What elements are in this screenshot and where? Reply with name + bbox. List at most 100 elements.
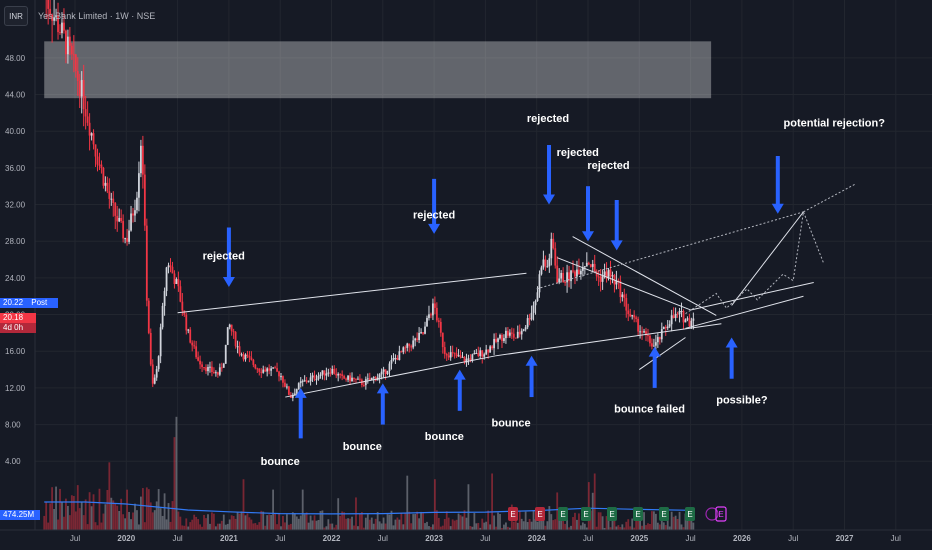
- volume-bar: [451, 519, 454, 530]
- candle-body: [145, 225, 148, 301]
- volume-bar: [345, 518, 348, 530]
- candle-body: [459, 355, 462, 358]
- candle-body: [546, 266, 549, 268]
- candle-body: [688, 318, 691, 327]
- annotation-label: bounce failed: [614, 404, 685, 416]
- candle-body: [321, 370, 324, 375]
- candle-body: [82, 79, 85, 110]
- volume-bar: [597, 512, 600, 530]
- candle-body: [457, 355, 460, 357]
- earnings-badge[interactable]: E: [535, 507, 545, 521]
- candle-body: [670, 315, 673, 325]
- candle-body: [72, 54, 75, 56]
- arrow-head: [725, 337, 738, 348]
- volume-bar: [116, 505, 119, 530]
- dividend-badge[interactable]: E: [705, 506, 727, 522]
- arrow-head: [525, 355, 538, 366]
- volume-bar: [287, 524, 290, 530]
- candle-body: [684, 319, 687, 323]
- volume-bar: [627, 519, 630, 530]
- x-tick-label: 2021: [220, 534, 238, 543]
- candle-body: [447, 355, 450, 358]
- candle-body: [297, 383, 300, 390]
- volume-bar: [536, 521, 539, 530]
- candle-body: [416, 338, 419, 340]
- candle-body: [449, 352, 452, 358]
- volume-bar: [236, 511, 239, 530]
- volume-bar: [291, 512, 294, 530]
- volume-bar: [477, 522, 480, 530]
- annotation-label: rejected: [527, 113, 569, 125]
- earnings-badge[interactable]: E: [508, 507, 518, 521]
- volume-bar: [214, 526, 217, 530]
- earnings-badge[interactable]: E: [558, 507, 568, 521]
- candle-body: [155, 369, 158, 378]
- currency-button[interactable]: INR: [4, 6, 28, 26]
- y-tick-label: 4.00: [5, 457, 21, 466]
- candle-body: [601, 275, 604, 282]
- volume-bar: [398, 519, 401, 530]
- x-tick-label: Jul: [275, 534, 285, 543]
- y-tick-label: 24.00: [5, 274, 26, 283]
- earnings-badge-bg: [558, 507, 568, 521]
- volume-bar: [65, 498, 67, 530]
- candle-body: [244, 354, 247, 360]
- volume-bar: [670, 511, 673, 530]
- symbol-title[interactable]: Yes Bank Limited · 1W · NSE: [38, 11, 156, 21]
- volume-bar: [189, 522, 192, 530]
- volume-bar: [343, 512, 346, 530]
- candle-body: [534, 301, 537, 306]
- candle-body: [90, 133, 93, 136]
- earnings-badge[interactable]: E: [581, 507, 591, 521]
- candle-body: [542, 259, 545, 268]
- volume-bar: [475, 523, 478, 530]
- volume-bar: [252, 523, 255, 530]
- candle-body: [583, 266, 586, 268]
- volume-bar: [651, 511, 653, 530]
- earnings-badge[interactable]: E: [685, 507, 695, 521]
- candle-body: [254, 364, 257, 369]
- earnings-badge-label: E: [687, 510, 692, 519]
- candle-body: [619, 280, 622, 298]
- volume-bar: [457, 513, 460, 530]
- candle-body: [364, 379, 367, 386]
- volume-bar: [684, 513, 687, 530]
- candle-body: [384, 369, 387, 375]
- candle-body: [406, 343, 409, 348]
- candle-body: [499, 334, 501, 339]
- volume-bar: [662, 522, 665, 530]
- volume-bar: [564, 523, 567, 530]
- volume-bar: [297, 518, 300, 530]
- candle-body: [368, 378, 371, 380]
- candle-body: [414, 338, 417, 341]
- volume-bar: [424, 523, 426, 530]
- volume-bar: [175, 416, 178, 530]
- x-tick-label: 2022: [323, 534, 341, 543]
- volume-bar: [151, 512, 154, 530]
- volume-bar: [315, 520, 318, 530]
- candle-body: [410, 346, 413, 348]
- candle-body: [437, 320, 440, 322]
- earnings-badge[interactable]: E: [607, 507, 617, 521]
- volume-bar: [256, 524, 259, 530]
- y-tick-label: 8.00: [5, 421, 21, 430]
- volume-bar: [234, 518, 237, 530]
- earnings-badge-bg: [633, 507, 643, 521]
- candle-body: [317, 375, 320, 380]
- candle-body: [550, 238, 553, 259]
- earnings-badge[interactable]: E: [633, 507, 643, 521]
- candle-body: [78, 80, 81, 97]
- volume-bar: [676, 518, 679, 530]
- candle-body: [595, 271, 598, 277]
- earnings-badge[interactable]: E: [659, 507, 669, 521]
- volume-bar: [270, 514, 273, 530]
- candle-body: [357, 378, 359, 380]
- x-tick-label: Jul: [172, 534, 182, 543]
- candle-body: [179, 286, 182, 302]
- volume-bar: [520, 518, 523, 530]
- volume-bar: [289, 523, 292, 530]
- volume-bar: [238, 513, 241, 530]
- candle-body: [394, 357, 397, 359]
